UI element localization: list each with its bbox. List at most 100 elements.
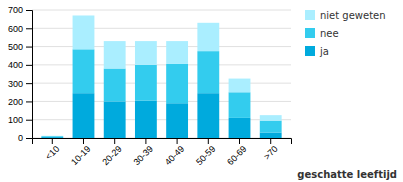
- x-tick-label: 60-69: [225, 144, 248, 167]
- bar-segment: [135, 101, 157, 138]
- x-tick: 10-19: [69, 138, 92, 167]
- y-tick-mark: [26, 28, 32, 29]
- x-tick-label: <10: [43, 144, 61, 162]
- bar-segment: [73, 15, 95, 49]
- y-tick-label: 300: [8, 79, 23, 89]
- bar-segment: [260, 115, 282, 120]
- bar-segment: [41, 137, 63, 138]
- legend-item: niet geweten: [305, 10, 386, 21]
- x-tick-mark: [114, 138, 115, 144]
- y-tick: 0: [18, 133, 32, 143]
- bar-segment: [73, 49, 95, 93]
- bar-segment: [104, 101, 126, 138]
- y-tick-label: 0: [18, 133, 23, 143]
- y-axis-line: [26, 11, 33, 139]
- y-tick: 700: [8, 5, 32, 15]
- legend-swatch: [305, 10, 315, 20]
- bars: [41, 15, 281, 138]
- bar-segment: [197, 93, 219, 138]
- legend-label: nee: [320, 28, 339, 39]
- x-tick-mark: [145, 138, 146, 144]
- y-tick: 600: [8, 24, 32, 34]
- y-tick-mark: [26, 120, 32, 121]
- bar-segment: [260, 121, 282, 133]
- bar-segment: [135, 41, 157, 65]
- y-tick: 100: [8, 115, 32, 125]
- x-tick-label: 20-29: [100, 144, 123, 167]
- x-tick: >70: [262, 138, 280, 162]
- y-tick: 300: [8, 79, 32, 89]
- grid-line: [32, 10, 291, 11]
- y-tick-label: 700: [8, 5, 23, 15]
- y-tick: 200: [8, 97, 32, 107]
- legend: niet geweten nee ja: [305, 10, 386, 57]
- series-bars: [41, 15, 281, 136]
- y-tick-mark: [26, 10, 32, 11]
- legend-label: niet geweten: [320, 10, 386, 21]
- x-tick-label: 30-39: [132, 144, 155, 167]
- y-tick-label: 600: [8, 24, 23, 34]
- y-tick-label: 100: [8, 115, 23, 125]
- x-axis: <10 10-19 20-29 30-39 40-49 50-59 60-69 >70: [33, 138, 292, 167]
- legend-swatch: [305, 46, 315, 56]
- x-tick-label: 10-19: [69, 144, 92, 167]
- x-tick-label: >70: [262, 144, 280, 162]
- bar-segment: [166, 103, 188, 138]
- y-tick: 500: [8, 42, 32, 52]
- y-tick-mark: [26, 101, 32, 102]
- bar-segment: [260, 133, 282, 138]
- chart: 0 100 200 300 400 500 600 700 <10 10-19 20-29 30-39…: [0, 0, 403, 182]
- bar-segment: [104, 41, 126, 68]
- legend-label: ja: [319, 46, 329, 57]
- bar-segment: [104, 69, 126, 102]
- x-tick-mark: [208, 138, 209, 144]
- x-tick-mark: [52, 138, 53, 144]
- series-bars: [41, 93, 281, 138]
- grid-line: [32, 46, 291, 47]
- y-tick-label: 500: [8, 42, 23, 52]
- bar-segment: [73, 93, 95, 138]
- grid-line: [32, 64, 291, 65]
- plot: 0 100 200 300 400 500 600 700 <10 10-19 20-29 30-39…: [8, 5, 292, 167]
- x-tick-label: 50-59: [194, 144, 217, 167]
- y-tick: 400: [8, 60, 32, 70]
- bar-segment: [229, 79, 251, 93]
- x-tick-mark: [239, 138, 240, 144]
- bar-segment: [229, 92, 251, 118]
- x-tick: 40-49: [163, 138, 186, 167]
- x-tick-mark: [83, 138, 84, 144]
- bar-segment: [41, 135, 63, 136]
- bar-segment: [197, 51, 219, 93]
- bar-segment: [166, 64, 188, 103]
- grid-line: [32, 119, 291, 120]
- grid-line: [32, 83, 291, 84]
- x-tick-mark: [177, 138, 178, 144]
- x-tick: 50-59: [194, 138, 217, 167]
- y-tick-label: 400: [8, 60, 23, 70]
- x-tick: 60-69: [225, 138, 248, 167]
- y-tick-mark: [26, 83, 32, 84]
- y-tick-mark: [26, 47, 32, 48]
- grid: [32, 10, 291, 138]
- grid-line: [32, 28, 291, 29]
- legend-item: ja: [305, 46, 329, 57]
- x-axis-line: [33, 139, 292, 145]
- x-tick-mark: [270, 138, 271, 144]
- legend-item: nee: [305, 28, 339, 39]
- x-tick: 20-29: [100, 138, 123, 167]
- y-axis: 0 100 200 300 400 500 600 700: [8, 5, 33, 143]
- x-tick: 30-39: [132, 138, 155, 167]
- y-tick-label: 200: [8, 97, 23, 107]
- x-tick-label: 40-49: [163, 144, 186, 167]
- x-axis-title: geschatte leeftijd: [297, 169, 397, 180]
- bar-segment: [166, 41, 188, 64]
- y-tick-mark: [26, 138, 32, 139]
- bar-segment: [197, 23, 219, 51]
- series-bars: [41, 49, 281, 137]
- bar-segment: [229, 118, 251, 138]
- legend-swatch: [305, 28, 315, 38]
- y-tick-mark: [26, 65, 32, 66]
- bar-segment: [41, 136, 63, 138]
- x-tick: <10: [43, 138, 61, 162]
- bar-segment: [135, 65, 157, 101]
